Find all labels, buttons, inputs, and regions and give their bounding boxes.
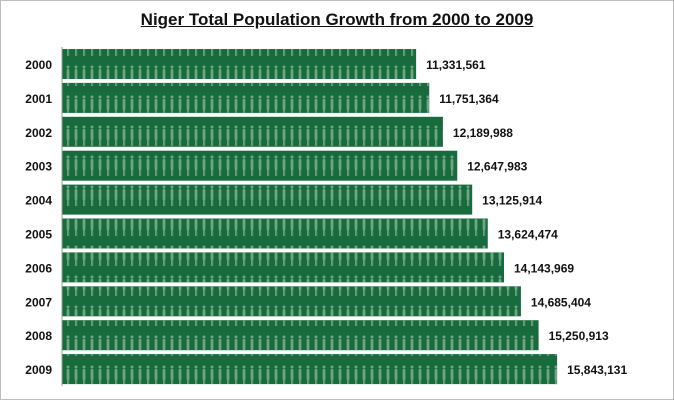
bar-pattern-2001	[62, 82, 430, 113]
category-label: 2008	[25, 329, 52, 343]
category-label: 2003	[25, 160, 52, 174]
category-label: 2002	[25, 126, 52, 140]
bar-pattern-2005	[62, 218, 488, 249]
chart-title: Niger Total Population Growth from 2000 …	[140, 10, 534, 29]
bar-pattern-2007	[62, 286, 521, 317]
value-label: 13,624,474	[498, 228, 558, 242]
category-label: 2007	[25, 295, 52, 309]
bar-pattern-2004	[62, 184, 473, 215]
bar-pattern-2002	[62, 116, 443, 147]
category-label: 2004	[25, 194, 52, 208]
bar-pattern-2006	[62, 252, 504, 283]
category-label: 2009	[25, 363, 52, 377]
value-label: 11,751,364	[439, 92, 499, 106]
bar-pattern-2000	[62, 49, 417, 79]
value-label: 15,250,913	[549, 329, 609, 343]
category-label: 2000	[25, 58, 52, 72]
category-label: 2006	[25, 261, 52, 275]
bar-pattern-2008	[62, 320, 539, 351]
value-label: 14,143,969	[514, 261, 574, 275]
bar-pattern-2003	[62, 150, 458, 181]
value-label: 15,843,131	[567, 363, 627, 377]
category-label: 2001	[25, 92, 52, 106]
category-label: 2005	[25, 228, 52, 242]
value-label: 12,189,988	[453, 126, 513, 140]
value-label: 13,125,914	[482, 194, 542, 208]
bar-pattern-2009	[62, 354, 558, 385]
value-label: 14,685,404	[531, 295, 591, 309]
value-label: 11,331,561	[426, 58, 486, 72]
value-label: 12,647,983	[467, 160, 527, 174]
